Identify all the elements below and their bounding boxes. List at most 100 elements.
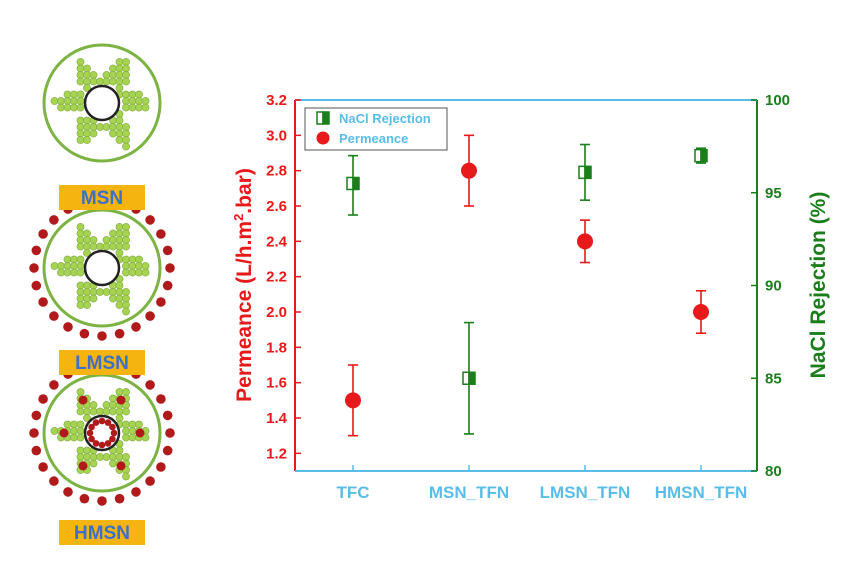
sphere xyxy=(115,414,124,422)
left-tick-label: 3.0 xyxy=(266,127,287,144)
left-axis-ticks: 1.2 1.4 1.6 1.8 2.0 2.2 2.4 2.6 2.8 3.0 3.2 xyxy=(266,92,301,462)
right-tick-label: 95 xyxy=(765,185,782,202)
sphere xyxy=(76,123,85,131)
sphere xyxy=(76,71,85,79)
left-tick-label: 3.2 xyxy=(266,92,287,109)
sphere xyxy=(115,229,124,238)
sphere xyxy=(122,236,130,244)
particle xyxy=(86,429,94,437)
particle xyxy=(38,297,48,307)
sphere xyxy=(89,129,98,138)
sphere xyxy=(122,64,130,73)
particle xyxy=(78,395,88,405)
sphere xyxy=(70,433,78,442)
sphere xyxy=(83,407,91,416)
sphere xyxy=(115,116,124,125)
sphere xyxy=(70,255,78,264)
pore-core xyxy=(83,249,121,287)
particle xyxy=(97,331,107,341)
right-tick-label: 80 xyxy=(765,463,782,480)
label-box-hmsn xyxy=(59,520,145,545)
sphere xyxy=(76,236,85,244)
sphere xyxy=(135,255,143,264)
sphere xyxy=(102,401,111,409)
sphere xyxy=(76,453,85,461)
sphere xyxy=(122,433,130,442)
sphere xyxy=(83,453,91,461)
particle xyxy=(110,429,118,437)
particle xyxy=(156,229,166,239)
particle xyxy=(165,263,175,273)
particle xyxy=(145,311,155,321)
particle xyxy=(116,395,126,405)
sphere xyxy=(63,420,72,429)
sphere xyxy=(128,427,137,435)
right-axis-ticks: 80 85 90 95 100 xyxy=(751,92,790,480)
sphere xyxy=(89,459,98,468)
sphere xyxy=(83,64,91,73)
sphere xyxy=(135,90,143,99)
particle xyxy=(79,328,90,339)
particle xyxy=(63,322,73,332)
right-axis-title: NaCl Rejection (%) xyxy=(807,192,830,379)
sphere xyxy=(109,242,117,251)
particle xyxy=(79,493,90,504)
schematic-panel xyxy=(29,43,175,506)
silica-spheres xyxy=(50,58,150,151)
sphere xyxy=(115,281,124,290)
silica-spheres xyxy=(50,223,150,316)
sphere xyxy=(122,223,130,231)
sphere xyxy=(76,420,85,429)
left-tick-label: 1.2 xyxy=(266,445,287,462)
sphere xyxy=(115,249,124,257)
rejection-point-right xyxy=(468,371,476,385)
series-nacl-rejection xyxy=(346,143,708,435)
particle xyxy=(88,435,95,443)
category-label: TFC xyxy=(336,483,369,502)
sphere xyxy=(70,262,78,270)
particle xyxy=(49,215,59,225)
sphere xyxy=(102,123,111,131)
particle xyxy=(31,280,42,291)
sphere xyxy=(70,103,78,112)
left-tick-label: 1.6 xyxy=(266,375,287,392)
label-box-lmsn xyxy=(59,350,145,375)
sphere xyxy=(76,58,85,66)
sphere xyxy=(89,71,98,79)
permeance-point xyxy=(693,304,709,320)
sphere xyxy=(122,268,130,277)
particle xyxy=(145,476,155,486)
permeance-point xyxy=(577,233,593,250)
particle xyxy=(131,487,141,497)
particle xyxy=(162,280,173,291)
particle xyxy=(31,445,42,456)
particle xyxy=(156,394,166,404)
schematic-labels: MSN LMSN HMSN xyxy=(59,185,145,545)
sphere xyxy=(135,97,143,105)
label-box-msn xyxy=(59,185,145,210)
sphere xyxy=(141,97,150,105)
sphere xyxy=(141,433,150,442)
sphere xyxy=(115,288,124,296)
sphere xyxy=(122,71,130,79)
sphere xyxy=(102,407,111,416)
sphere xyxy=(128,262,137,270)
sphere xyxy=(115,453,124,461)
sphere xyxy=(109,64,117,73)
sphere xyxy=(115,136,124,144)
sphere xyxy=(76,294,85,303)
sphere xyxy=(76,77,85,86)
sphere xyxy=(76,116,85,125)
sphere xyxy=(122,255,130,264)
sphere xyxy=(122,229,130,238)
particle xyxy=(88,423,95,431)
sphere xyxy=(115,71,124,79)
sphere xyxy=(128,90,137,99)
sphere xyxy=(115,242,124,251)
sphere xyxy=(128,433,137,442)
sphere xyxy=(89,288,98,296)
sphere xyxy=(115,123,124,131)
series-permeance xyxy=(345,134,709,437)
left-tick-label: 2.2 xyxy=(266,269,287,286)
